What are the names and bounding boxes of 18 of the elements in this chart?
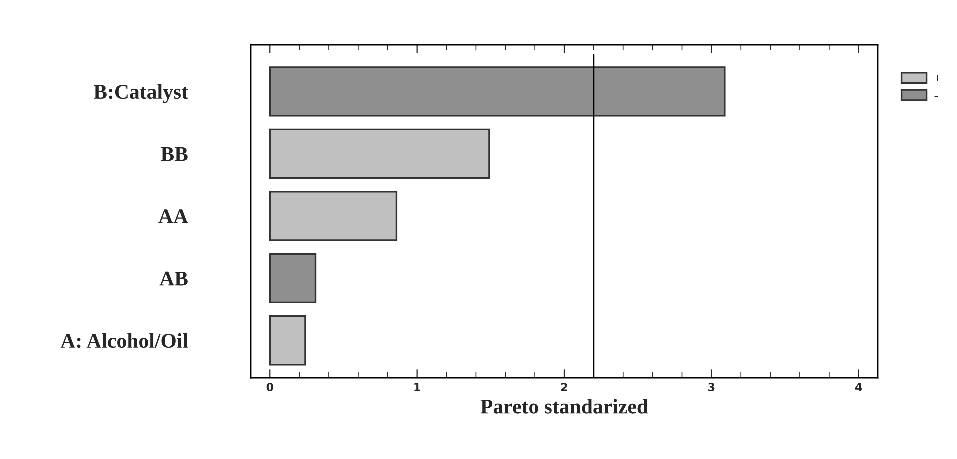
x-tick-label: 1: [414, 383, 420, 392]
bar: [269, 253, 317, 304]
x-tick-label: 0: [266, 383, 274, 392]
y-tick-label: BB: [161, 148, 188, 162]
bar: [269, 191, 398, 242]
y-tick-label: B:Catalyst: [94, 84, 188, 104]
x-tick-label: 4: [856, 383, 862, 392]
y-tick-label: AB: [160, 272, 188, 286]
y-tick-label: A: Alcohol/Oil: [60, 333, 188, 348]
bar: [269, 128, 490, 180]
x-tick-label: 3: [708, 383, 715, 392]
bar: [269, 66, 726, 117]
legend-label: -: [934, 96, 938, 98]
legend-label: +: [934, 75, 941, 82]
x-axis-title: Pareto standarized: [480, 399, 648, 414]
x-tick-label: 2: [562, 383, 568, 392]
bar: [269, 316, 306, 366]
y-tick-label: AA: [158, 210, 188, 224]
